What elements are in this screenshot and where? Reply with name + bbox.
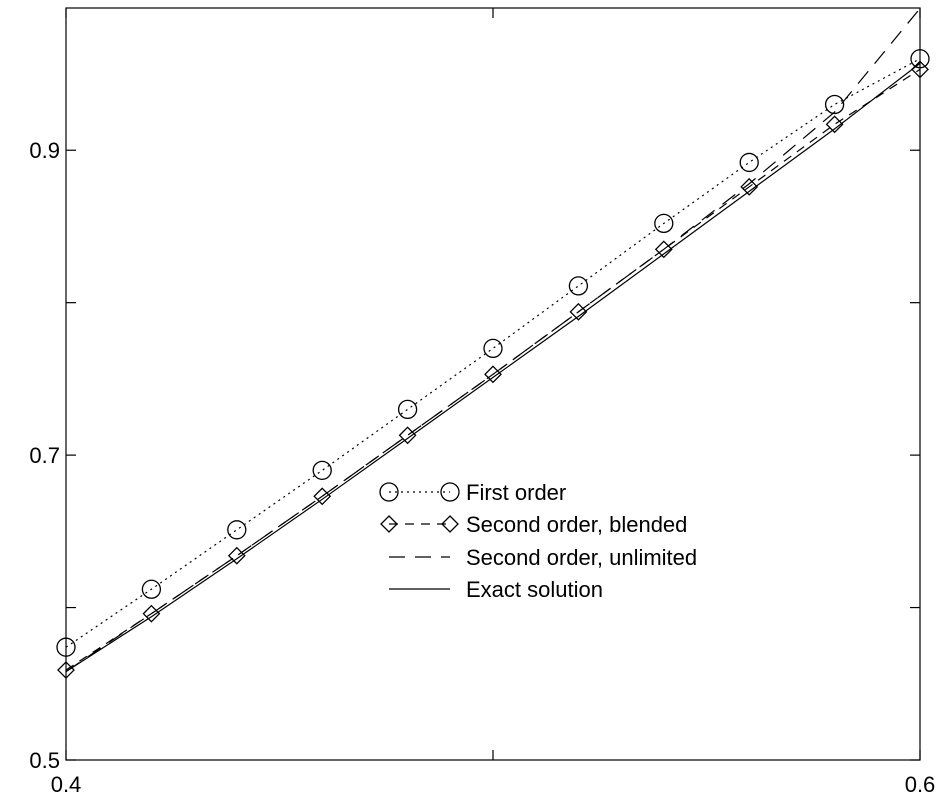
circle-marker <box>56 637 76 657</box>
diamond-marker <box>825 115 844 134</box>
legend: First order Second order, blended Second o… <box>379 480 697 602</box>
circle-marker <box>397 399 418 420</box>
legend-label: First order <box>466 480 566 505</box>
diamond-marker <box>398 426 417 445</box>
circle-marker <box>141 579 162 599</box>
diamond-marker <box>569 302 588 321</box>
series-line <box>65 8 921 673</box>
legend-diamond-marker <box>441 515 459 533</box>
legend-label: Exact solution <box>466 577 603 602</box>
y-tick-label: 0.5 <box>29 748 60 773</box>
series-line <box>65 62 921 673</box>
circle-marker <box>910 49 930 69</box>
x-tick-label: 0.6 <box>905 772 936 797</box>
legend-label: Second order, unlimited <box>466 545 697 570</box>
series <box>56 49 930 657</box>
diamond-marker <box>142 604 161 623</box>
legend-circle-marker <box>379 482 399 502</box>
circle-marker <box>824 94 845 115</box>
y-tick-label: 0.9 <box>29 138 60 163</box>
series-layer <box>56 8 930 679</box>
circle-marker <box>312 460 332 481</box>
legend-diamond-marker <box>380 515 398 533</box>
diamond-marker <box>740 177 759 196</box>
diamond-marker <box>313 487 332 506</box>
circle-marker <box>568 276 589 296</box>
diamond-marker <box>227 546 246 565</box>
diamond-marker <box>654 240 673 259</box>
y-tick-label: 0.7 <box>29 443 60 468</box>
series <box>65 8 921 673</box>
plot-frame <box>65 7 921 761</box>
legend-label: Second order, blended <box>466 512 687 537</box>
circle-marker <box>739 152 759 173</box>
series <box>65 62 921 673</box>
x-tick-label: 0.4 <box>51 772 82 797</box>
axis-ticks <box>65 8 921 761</box>
circle-marker <box>483 338 503 359</box>
legend-circle-marker <box>440 482 460 502</box>
diamond-marker <box>484 365 502 384</box>
circle-marker <box>227 520 247 540</box>
circle-marker <box>654 213 674 234</box>
axis-tick-labels: 0.5 0.7 0.9 0.4 0.6 <box>29 138 935 797</box>
